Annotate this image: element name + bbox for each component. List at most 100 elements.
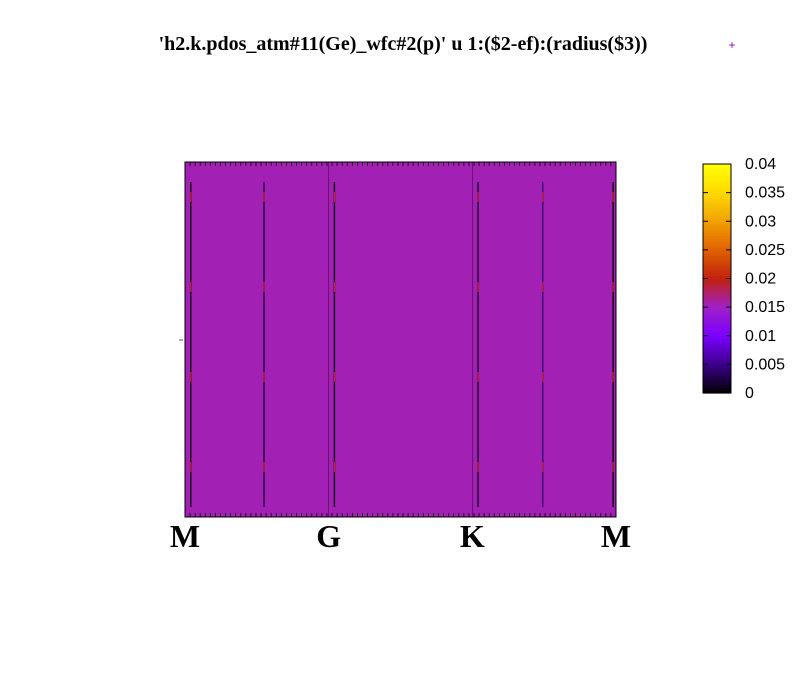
colorbar-segment [703,221,731,225]
colorbar-segment [703,172,731,177]
colorbar-segment [703,278,731,282]
colorbar-segment [703,192,731,197]
colorbar-segment [703,309,731,314]
plot-area [179,161,617,518]
kpoint-label-3: M [601,518,631,554]
legend-marker: + [728,38,735,52]
colorbar-segment [703,381,731,386]
kpoint-label-1: G [316,518,341,554]
colorbar-segment [703,164,731,168]
colorbar-segment [703,370,731,374]
colorbar-segment [703,261,731,265]
colorbar-segment [703,186,731,191]
colorbar-tick-label: 0.04 [745,156,776,173]
colorbar-segment [703,332,731,337]
colorbar-segment [703,321,731,325]
colorbar-segment [703,244,731,248]
colorbar-segment [703,352,731,357]
colorbar-segment [703,178,731,182]
colorbar-tick-label: 0.005 [745,356,785,373]
colorbar-tick-label: 0.035 [745,185,785,202]
colorbar-segment [703,387,731,391]
colorbar-segment [703,312,731,317]
colorbar-segment [703,298,731,302]
colorbar-segment [703,335,731,340]
colorbar-segment [703,344,731,348]
colorbar-segment [703,258,731,262]
colorbar-segment [703,175,731,179]
colorbar-segment [703,201,731,205]
colorbar-segment [703,295,731,300]
plot-background [185,162,616,517]
colorbar-segment [703,330,731,334]
kpoint-label-2: K [460,518,485,554]
colorbar-segment [703,355,731,360]
colorbar-segment [703,281,731,285]
colorbar-tick-label: 0.02 [745,271,776,288]
colorbar-segment [703,318,731,323]
colorbar-segment [703,212,731,217]
colorbar-segment [703,198,731,202]
colorbar-segment [703,327,731,331]
colorbar-segment [703,255,731,260]
colorbar-segment [703,252,731,257]
colorbar-segment [703,364,731,368]
colorbar-segment [703,247,731,251]
colorbar-segment [703,367,731,371]
colorbar-segment [703,209,731,214]
colorbar-segment [703,307,731,311]
colorbar-segment [703,232,731,237]
colorbar-segment [703,226,731,231]
colorbar-segment [703,347,731,351]
colorbar-segment [703,238,731,242]
colorbar-tick-label: 0.01 [745,328,776,345]
colorbar-segment [703,267,731,271]
colorbar-segment [703,269,731,274]
colorbar-segment [703,275,731,280]
colorbar-segment [703,272,731,277]
colorbar: 0 0.005 0.01 0.015 0.02 0.025 0.03 0.035 0.04 [702,156,785,402]
colorbar-segment [703,224,731,228]
colorbar-segment [703,195,731,199]
colorbar-segment [703,249,731,254]
colorbar-segment [703,341,731,345]
colorbar-segment [703,350,731,354]
colorbar-segment [703,372,731,377]
colorbar-tick-label: 0.015 [745,299,785,316]
colorbar-tick-label: 0.03 [745,213,776,230]
colorbar-segment [703,215,731,219]
colorbar-segment [703,184,731,188]
colorbar-tick-label: 0.025 [745,242,785,259]
colorbar-segment [703,292,731,297]
colorbar-segment [703,361,731,365]
colorbar-segment [703,324,731,328]
colorbar-segment [703,169,731,174]
colorbar-segment [703,166,731,171]
colorbar-segment [703,189,731,194]
colorbar-segment [703,358,731,363]
colorbar-segment [703,241,731,245]
colorbar-segment [703,218,731,222]
colorbar-segment [703,375,731,380]
colorbar-segment [703,204,731,208]
colorbar-segment [703,304,731,308]
colorbar-segment [703,315,731,320]
colorbar-segment [703,378,731,383]
colorbar-segment [703,235,731,240]
colorbar-segment [703,284,731,288]
colorbar-segment [703,301,731,305]
colorbar-segment [703,287,731,291]
colorbar-segment [703,390,731,394]
colorbar-segment [703,289,731,294]
kpoint-label-0: M [170,518,200,554]
colorbar-tick-label: 0 [745,385,754,402]
chart-title: 'h2.k.pdos_atm#11(Ge)_wfc#2(p)' u 1:($2-… [159,33,648,55]
colorbar-segment [703,206,731,211]
colorbar-segment [703,338,731,343]
colorbar-segment [703,229,731,234]
colorbar-segment [703,264,731,268]
colorbar-segment [703,384,731,388]
colorbar-segment [703,181,731,185]
